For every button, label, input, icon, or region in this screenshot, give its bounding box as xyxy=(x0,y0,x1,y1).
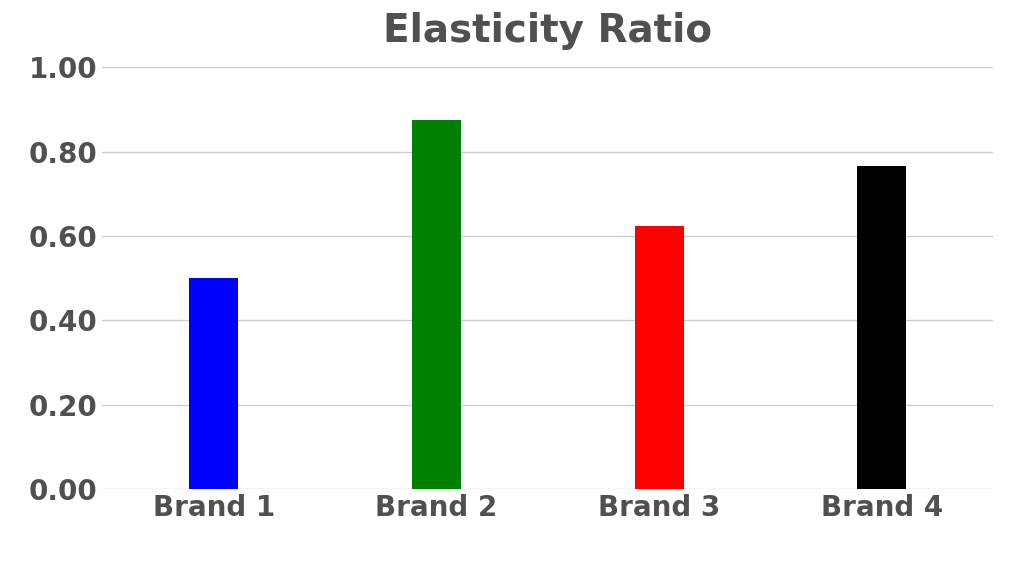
Bar xyxy=(635,225,684,489)
Title: Elasticity Ratio: Elasticity Ratio xyxy=(383,12,713,51)
Bar xyxy=(857,166,906,489)
Bar xyxy=(189,278,239,489)
Bar xyxy=(412,120,461,489)
